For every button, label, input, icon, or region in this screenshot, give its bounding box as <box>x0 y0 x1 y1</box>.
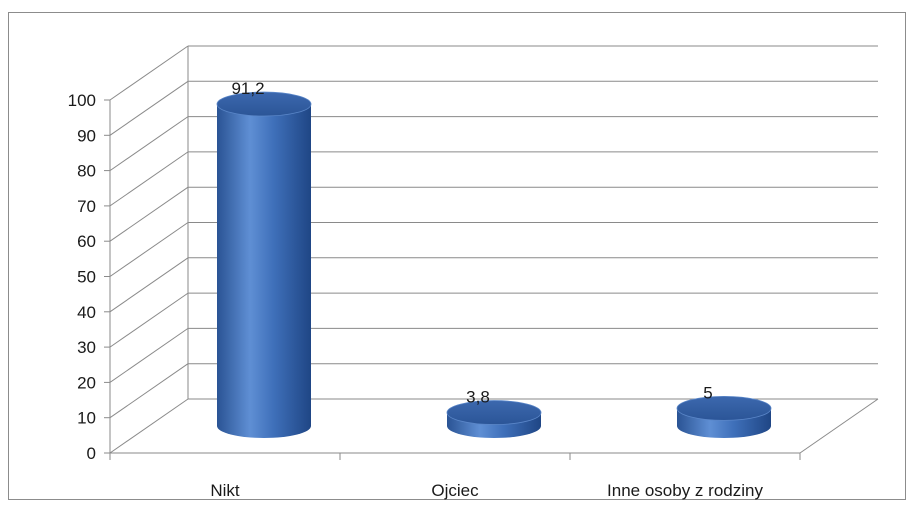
bar <box>216 91 312 439</box>
gridline-side <box>109 80 189 136</box>
x-category-label: Inne osoby z rodziny <box>607 481 763 500</box>
data-label: 3,8 <box>466 388 490 407</box>
y-tick-label: 40 <box>77 303 96 322</box>
gridline-side <box>109 398 189 454</box>
bars <box>216 91 772 439</box>
gridline-side <box>109 363 189 419</box>
x-category-label: Nikt <box>210 481 240 500</box>
y-tick-labels: 0 10 20 30 40 50 60 70 80 90 100 <box>68 91 96 463</box>
data-label: 91,2 <box>231 79 264 98</box>
data-label: 5 <box>703 383 712 402</box>
bar <box>676 395 772 438</box>
floor-edge-right <box>799 398 879 454</box>
y-tick-label: 20 <box>77 373 96 392</box>
gridline-side <box>109 45 189 101</box>
x-category-labels: Nikt Ojciec Inne osoby z rodziny <box>210 481 763 500</box>
bar <box>446 400 542 438</box>
data-labels: 91,2 3,8 5 <box>231 79 712 407</box>
bar-body <box>217 104 311 439</box>
bar-cap <box>446 400 542 425</box>
gridline-side <box>109 116 189 172</box>
bar-cap <box>676 395 772 421</box>
y-tick-label: 60 <box>77 232 96 251</box>
y-tick-label: 90 <box>77 126 96 145</box>
gridline-side <box>109 292 189 348</box>
gridline-side <box>109 222 189 277</box>
y-tick-label: 50 <box>77 268 96 287</box>
x-category-label: Ojciec <box>431 481 479 500</box>
y-tick-label: 100 <box>68 91 96 110</box>
bar-cap <box>216 91 312 117</box>
y-tick-label: 80 <box>77 162 96 181</box>
y-tick-label: 30 <box>77 338 96 357</box>
gridline-side <box>109 151 189 207</box>
axes <box>104 99 879 460</box>
y-tick-label: 70 <box>77 197 96 216</box>
gridline-side <box>109 257 189 313</box>
y-tick-label: 0 <box>87 444 96 463</box>
y-tick-label: 10 <box>77 409 96 428</box>
gridline-side <box>109 327 189 383</box>
gridline-side <box>109 186 189 242</box>
